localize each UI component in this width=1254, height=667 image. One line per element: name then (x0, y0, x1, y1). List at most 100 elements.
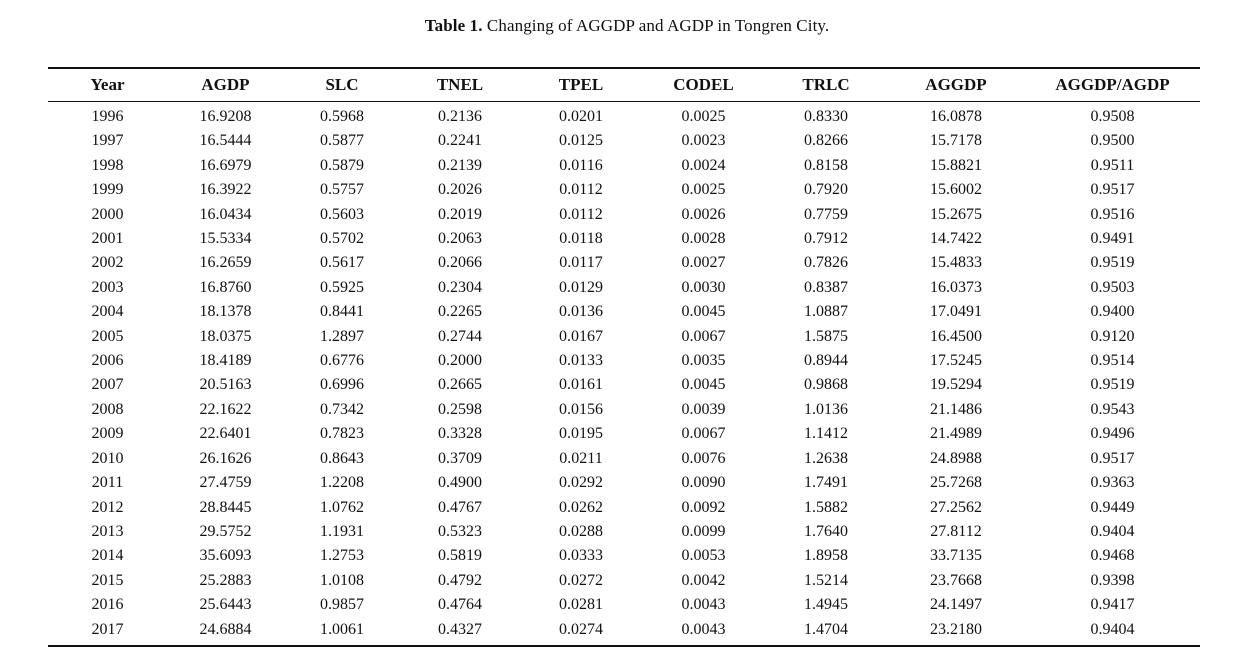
table-cell: 24.6884 (199, 620, 252, 638)
table-cell: 1.2897 (320, 327, 364, 345)
column-header-codel: CODEL (642, 68, 765, 102)
table-cell: 0.0161 (559, 376, 603, 394)
column-header-year: Year (48, 68, 167, 102)
table-cell: 0.5819 (438, 547, 482, 565)
table-cell: 0.5925 (320, 278, 364, 296)
table-cell: 0.8387 (804, 278, 848, 296)
year-cell: 1998 (91, 156, 124, 174)
year-cell: 1996 (91, 108, 124, 125)
table-cell: 0.3709 (438, 449, 482, 467)
table-cell: 1.0108 (320, 571, 364, 589)
table-cell: 1.0061 (320, 620, 364, 638)
table-cell: 20.5163 (199, 376, 252, 394)
table-cell: 0.9514 (1090, 352, 1135, 370)
table-cell: 0.5617 (320, 254, 364, 272)
table-cell: 27.8112 (930, 522, 982, 540)
table-cell: 15.2675 (930, 205, 982, 223)
year-cell: 2009 (91, 425, 124, 443)
table-cell: 0.7920 (804, 181, 848, 199)
table-cell: 35.6093 (199, 547, 252, 565)
table-cell: 0.0125 (559, 132, 603, 150)
table-cell: 25.7268 (930, 474, 982, 492)
table-cell: 1.5214 (804, 571, 848, 589)
table-cell: 15.8821 (930, 156, 982, 174)
table-cell: 16.2659 (199, 254, 252, 272)
table-cell: 16.4500 (930, 327, 982, 345)
table-row: 2001 15.5334 0.5702 0.2063 0.0118 0.0028 0.791… (48, 227, 1200, 251)
year-cell: 2010 (91, 449, 124, 467)
table-cell: 0.0195 (559, 425, 603, 443)
table-cell: 0.0118 (559, 230, 603, 248)
table-cell: 0.0117 (559, 254, 603, 272)
table-cell: 0.9516 (1090, 205, 1135, 223)
table-cell: 0.0076 (681, 449, 726, 467)
table-row: 2004 18.1378 0.8441 0.2265 0.0136 0.0045 1.088… (48, 300, 1200, 324)
table-cell: 0.3328 (438, 425, 482, 443)
table-cell: 0.9449 (1090, 498, 1135, 516)
table-cell: 0.0028 (681, 230, 726, 248)
table-row: 2017 24.6884 1.0061 0.4327 0.0274 0.0043 1.470… (48, 618, 1200, 646)
table-cell: 25.6443 (199, 596, 252, 614)
year-cell: 2014 (91, 547, 124, 565)
table-cell: 0.8266 (804, 132, 848, 150)
table-cell: 17.0491 (930, 303, 982, 321)
table-cell: 0.9417 (1090, 596, 1135, 614)
table-cell: 21.1486 (930, 400, 982, 418)
table-row: 2006 18.4189 0.6776 0.2000 0.0133 0.0035 0.894… (48, 349, 1200, 373)
table-cell: 0.9496 (1090, 425, 1135, 443)
table-cell: 0.2304 (438, 278, 482, 296)
column-header-aggdp: AGGDP (887, 68, 1025, 102)
table-cell: 16.0434 (199, 205, 252, 223)
table-cell: 0.8330 (804, 108, 848, 125)
table-row: 2013 29.5752 1.1931 0.5323 0.0288 0.0099 1.764… (48, 520, 1200, 544)
table-cell: 0.0288 (559, 522, 603, 540)
table-cell: 16.6979 (199, 156, 252, 174)
table-cell: 0.0211 (559, 449, 603, 467)
table-cell: 0.0112 (559, 205, 603, 223)
table-row: 2016 25.6443 0.9857 0.4764 0.0281 0.0043 1.494… (48, 593, 1200, 617)
table-row: 2009 22.6401 0.7823 0.3328 0.0195 0.0067 1.141… (48, 422, 1200, 446)
table-cell: 0.9519 (1090, 376, 1135, 394)
table-cell: 0.0201 (559, 108, 603, 125)
table-cell: 0.6776 (320, 352, 364, 370)
table-cell: 0.2241 (438, 132, 482, 150)
table-cell: 24.8988 (930, 449, 982, 467)
table-cell: 0.5879 (320, 156, 364, 174)
table-cell: 0.0023 (681, 132, 726, 150)
table-cell: 0.2665 (438, 376, 482, 394)
year-cell: 2003 (91, 278, 124, 296)
table-cell: 27.2562 (930, 498, 982, 516)
table-cell: 0.5968 (320, 108, 364, 125)
table-cell: 15.6002 (930, 181, 982, 199)
table-cell: 0.7759 (804, 205, 848, 223)
year-cell: 1999 (91, 181, 124, 199)
table-cell: 0.9517 (1090, 181, 1135, 199)
table-cell: 0.0333 (559, 547, 603, 565)
table-row: 2008 22.1622 0.7342 0.2598 0.0156 0.0039 1.013… (48, 398, 1200, 422)
table-cell: 18.0375 (199, 327, 252, 345)
table-cell: 24.1497 (930, 596, 982, 614)
year-cell: 2007 (91, 376, 124, 394)
table-cell: 0.8944 (804, 352, 848, 370)
table-cell: 1.4704 (804, 620, 848, 638)
table-row: 1999 16.3922 0.5757 0.2026 0.0112 0.0025 0.792… (48, 178, 1200, 202)
table-cell: 1.2638 (804, 449, 848, 467)
table-cell: 0.6996 (320, 376, 364, 394)
year-cell: 2002 (91, 254, 124, 272)
table-cell: 0.5702 (320, 230, 364, 248)
table-cell: 0.9511 (1090, 156, 1135, 174)
column-header-aggdp-agdp: AGGDP/AGDP (1025, 68, 1200, 102)
table-cell: 0.8158 (804, 156, 848, 174)
table-cell: 0.7912 (804, 230, 848, 248)
table-cell: 0.2136 (438, 108, 482, 125)
table-cell: 0.7823 (320, 425, 364, 443)
table-cell: 21.4989 (930, 425, 982, 443)
table-row: 1997 16.5444 0.5877 0.2241 0.0125 0.0023 0.826… (48, 129, 1200, 153)
table-cell: 23.7668 (930, 571, 982, 589)
table-row: 2007 20.5163 0.6996 0.2665 0.0161 0.0045 0.986… (48, 373, 1200, 397)
table-cell: 0.0025 (681, 181, 726, 199)
table-cell: 0.9503 (1090, 278, 1135, 296)
table-cell: 0.5603 (320, 205, 364, 223)
table-cell: 25.2883 (199, 571, 252, 589)
